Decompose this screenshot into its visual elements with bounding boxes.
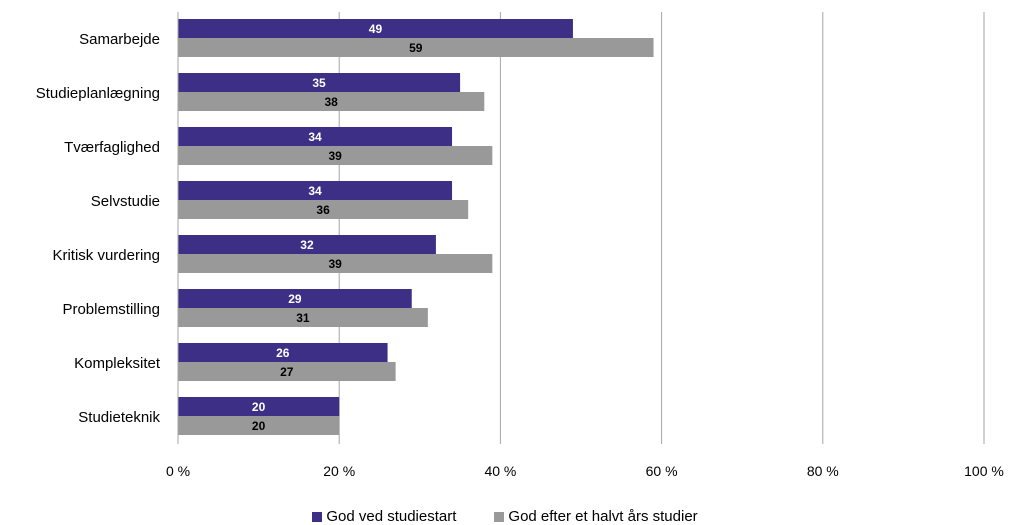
bar-series-2 bbox=[178, 146, 493, 165]
x-tick-label: 0 % bbox=[166, 463, 190, 479]
bar-series-2 bbox=[178, 254, 493, 273]
bar-series-2 bbox=[178, 38, 654, 57]
data-label-series-1: 49 bbox=[369, 22, 383, 36]
data-label-series-1: 35 bbox=[312, 76, 326, 90]
category-label: Problemstilling bbox=[62, 301, 160, 318]
bar-series-1 bbox=[178, 127, 453, 146]
bar-series-1 bbox=[178, 343, 388, 362]
category-label: Kompleksitet bbox=[74, 355, 161, 372]
bar-series-1 bbox=[178, 235, 436, 254]
bar-series-2 bbox=[178, 92, 485, 111]
legend-swatch-series-1 bbox=[312, 511, 323, 522]
bar-series-1 bbox=[178, 181, 453, 200]
category-label: Samarbejde bbox=[79, 31, 160, 48]
data-label-series-1: 29 bbox=[288, 292, 302, 306]
x-axis-tick-labels: 0 % 20 % 40 % 60 % 80 % 100 % bbox=[166, 463, 1004, 479]
legend-swatch-series-2 bbox=[494, 511, 505, 522]
bar-series-2 bbox=[178, 200, 469, 219]
data-label-series-2: 59 bbox=[409, 41, 423, 55]
data-label-series-2: 36 bbox=[316, 203, 330, 217]
bar-series-1 bbox=[178, 397, 340, 416]
bar-series-1 bbox=[178, 19, 573, 38]
category-label: Kritisk vurdering bbox=[52, 247, 160, 264]
bar-series-2 bbox=[178, 308, 428, 327]
bar-series-1 bbox=[178, 289, 412, 308]
bar-series-2 bbox=[178, 416, 340, 435]
x-tick-label: 80 % bbox=[807, 463, 839, 479]
data-label-series-1: 32 bbox=[300, 238, 314, 252]
data-label-series-2: 20 bbox=[252, 419, 266, 433]
category-label: Selvstudie bbox=[91, 193, 160, 210]
legend-item-series-1: God ved studiestart bbox=[312, 508, 456, 525]
x-tick-label: 60 % bbox=[646, 463, 678, 479]
data-label-series-1: 20 bbox=[252, 400, 266, 414]
data-label-series-1: 34 bbox=[308, 130, 322, 144]
data-label-series-2: 39 bbox=[328, 257, 342, 271]
x-tick-label: 20 % bbox=[323, 463, 355, 479]
bar-chart: 49 59 35 38 34 39 34 36 32 39 29 31 26 27 20 20 Samarbe… bbox=[36, 12, 1004, 479]
category-label: Studieplanlægning bbox=[36, 85, 160, 102]
bar-series-1 bbox=[178, 73, 461, 92]
data-label-series-2: 38 bbox=[324, 95, 338, 109]
category-label: Tværfaglighed bbox=[64, 139, 160, 156]
data-label-series-1: 34 bbox=[308, 184, 322, 198]
category-label: Studieteknik bbox=[78, 409, 160, 426]
x-tick-label: 100 % bbox=[964, 463, 1004, 479]
legend-item-series-2: God efter et halvt års studier bbox=[494, 508, 698, 525]
legend-label-series-2: God efter et halvt års studier bbox=[508, 508, 698, 525]
data-label-series-2: 27 bbox=[280, 365, 294, 379]
data-label-series-1: 26 bbox=[276, 346, 290, 360]
x-tick-label: 40 % bbox=[484, 463, 516, 479]
bar-series-2 bbox=[178, 362, 396, 381]
bars: 49 59 35 38 34 39 34 36 32 39 29 31 26 27 20 20 bbox=[178, 19, 654, 435]
legend: God ved studiestart God efter et halvt å… bbox=[0, 508, 1010, 525]
data-label-series-2: 31 bbox=[296, 311, 310, 325]
data-label-series-2: 39 bbox=[328, 149, 342, 163]
category-labels: Samarbejde Studieplanlægning Tværfaglighed… bbox=[36, 31, 161, 426]
legend-label-series-1: God ved studiestart bbox=[326, 508, 457, 525]
